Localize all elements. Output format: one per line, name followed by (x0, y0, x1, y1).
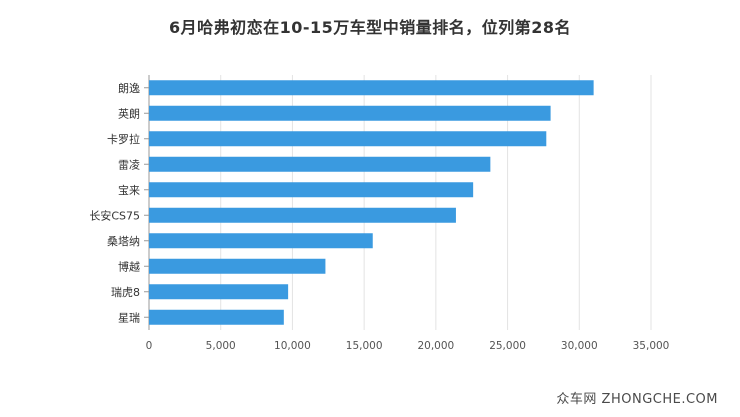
bar (149, 284, 289, 300)
category-label: 雷凌 (118, 157, 140, 171)
bar (149, 105, 551, 121)
x-tick-label: 15,000 (346, 340, 383, 352)
x-tick-label: 30,000 (561, 340, 598, 352)
category-label: 星瑞 (118, 310, 140, 324)
chart-title: 6月哈弗初恋在10-15万车型中销量排名，位列第28名 (168, 18, 572, 37)
category-label: 长安CS75 (89, 208, 140, 222)
category-label: 桑塔纳 (107, 235, 140, 248)
category-label: 宝来 (118, 183, 140, 197)
bar (149, 258, 326, 274)
bar (149, 207, 456, 223)
x-tick-label: 20,000 (417, 340, 454, 352)
x-tick-label: 25,000 (489, 340, 526, 352)
x-tick-label: 5,000 (206, 340, 236, 352)
x-tick-label: 10,000 (274, 340, 311, 352)
category-label: 卡罗拉 (107, 132, 140, 146)
bar (149, 80, 594, 96)
bar (149, 233, 373, 249)
category-label: 朗逸 (118, 82, 140, 95)
watermark: 众车网 ZHONGCHE.COM (556, 392, 718, 407)
bar (149, 182, 474, 198)
category-label: 瑞虎8 (111, 285, 140, 299)
bar (149, 309, 284, 325)
x-tick-label: 0 (146, 340, 153, 352)
bar (149, 131, 547, 147)
category-label: 博越 (118, 259, 140, 273)
bar (149, 156, 491, 172)
x-tick-label: 35,000 (633, 340, 670, 352)
category-label: 英朗 (118, 106, 140, 120)
